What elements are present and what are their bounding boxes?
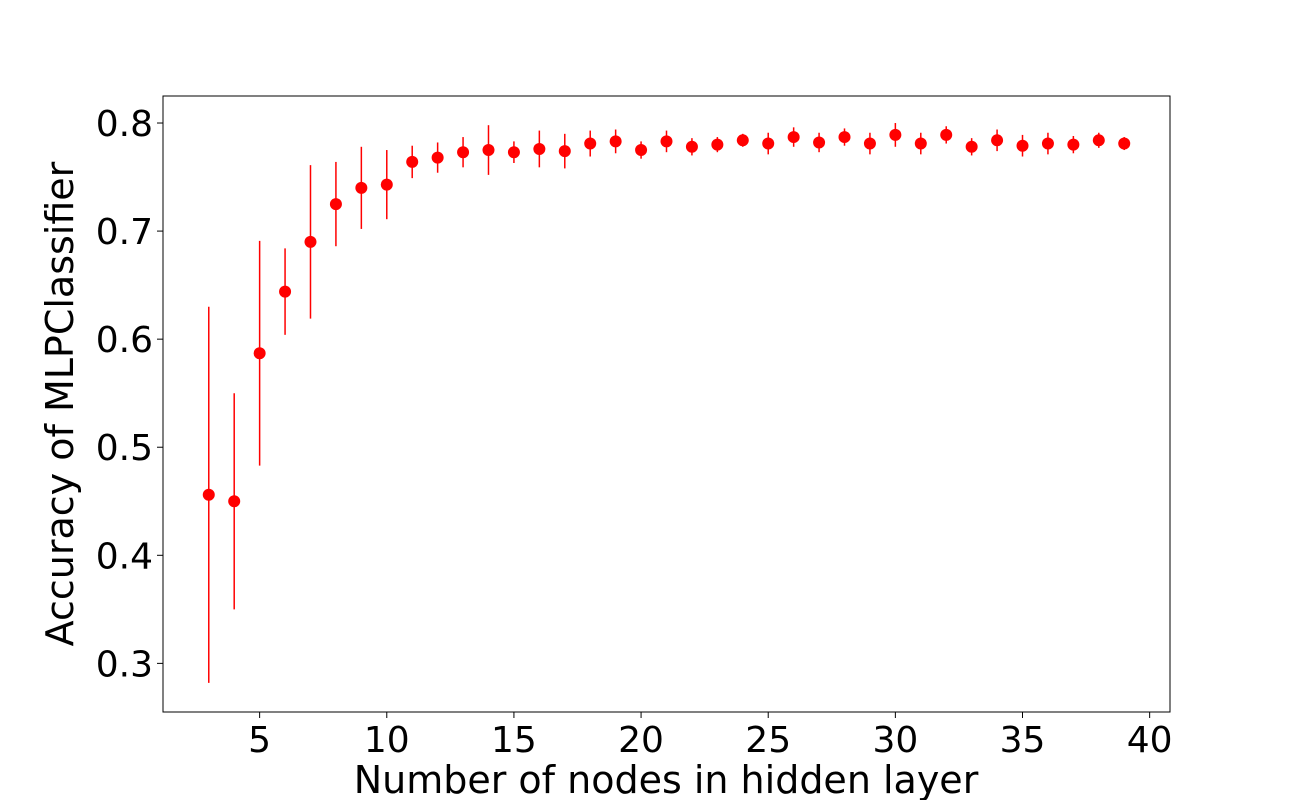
data-point xyxy=(1118,137,1131,150)
x-tick-label: 15 xyxy=(491,720,537,761)
data-point xyxy=(863,137,876,150)
y-tick-label: 0.7 xyxy=(96,212,153,253)
data-point xyxy=(355,181,368,194)
data-point xyxy=(940,128,953,141)
data-point xyxy=(228,495,241,508)
data-point xyxy=(609,135,622,148)
data-point xyxy=(711,138,724,151)
data-point xyxy=(787,131,800,144)
y-tick-label: 0.6 xyxy=(96,320,153,361)
data-point xyxy=(507,146,520,159)
y-tick-label: 0.5 xyxy=(96,428,153,469)
x-axis-label: Number of nodes in hidden layer xyxy=(354,758,979,800)
data-point xyxy=(660,135,673,148)
data-point xyxy=(762,137,775,150)
data-point xyxy=(558,145,571,158)
data-markers xyxy=(202,128,1131,508)
data-point xyxy=(482,144,495,157)
x-tick-label: 40 xyxy=(1127,720,1173,761)
data-point xyxy=(1092,134,1105,147)
y-tick-label: 0.8 xyxy=(96,104,153,145)
data-point xyxy=(635,144,648,157)
data-point xyxy=(431,151,444,164)
plot-area xyxy=(162,95,1171,713)
data-point xyxy=(279,285,292,298)
x-tick-label: 25 xyxy=(745,720,791,761)
x-tick-label: 5 xyxy=(248,720,271,761)
data-point xyxy=(991,134,1004,147)
data-point xyxy=(1041,137,1054,150)
data-point xyxy=(457,146,470,159)
data-point xyxy=(253,347,266,360)
data-point xyxy=(965,140,978,153)
x-tick-label: 20 xyxy=(618,720,664,761)
data-point xyxy=(584,137,597,150)
x-tick-label: 10 xyxy=(364,720,410,761)
data-point xyxy=(1016,139,1029,152)
data-point xyxy=(304,235,317,248)
data-point xyxy=(914,137,927,150)
data-point xyxy=(736,134,749,147)
x-tick-label: 35 xyxy=(1000,720,1046,761)
data-point xyxy=(813,136,826,149)
y-axis-ticks: 0.3 0.4 0.5 0.6 0.7 0.8 xyxy=(96,104,163,685)
data-point xyxy=(329,198,342,211)
data-point xyxy=(838,131,851,144)
data-point xyxy=(202,488,215,501)
data-point xyxy=(1067,138,1080,151)
data-point xyxy=(380,178,393,191)
y-axis-label: Accuracy of MLPClassifier xyxy=(38,161,82,646)
y-tick-label: 0.4 xyxy=(96,536,153,577)
y-tick-label: 0.3 xyxy=(96,644,153,685)
data-point xyxy=(889,128,902,141)
x-tick-label: 30 xyxy=(872,720,918,761)
data-point xyxy=(685,140,698,153)
data-point xyxy=(533,142,546,155)
data-point xyxy=(406,155,419,168)
x-axis-ticks: 5 10 15 20 25 30 35 40 xyxy=(248,712,1173,761)
